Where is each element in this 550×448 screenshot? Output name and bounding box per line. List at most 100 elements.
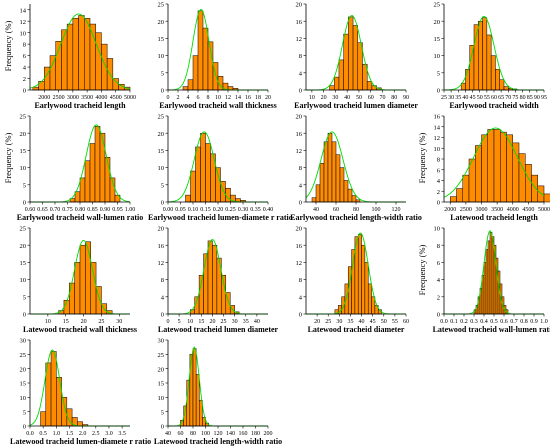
x-tick-label: 85 xyxy=(527,95,533,101)
y-tick-label: 0 xyxy=(299,312,302,319)
x-axis-title: Latewood tracheid length xyxy=(450,213,538,222)
x-tick-label: 60 xyxy=(368,95,374,101)
x-tick-label: 20 xyxy=(314,319,320,325)
x-tick-label: 30 xyxy=(448,95,454,101)
y-tick-label: 15 xyxy=(158,381,165,388)
x-tick-label: 90 xyxy=(534,95,540,101)
histogram-bar xyxy=(192,348,197,427)
y-tick-label: 15 xyxy=(20,148,27,155)
x-tick-label: 3500 xyxy=(81,95,93,101)
histogram-bar xyxy=(371,85,377,91)
y-tick-label: 10 xyxy=(20,30,27,37)
y-tick-label: 8 xyxy=(161,277,164,284)
y-tick-label: 0 xyxy=(23,200,26,207)
histogram-panel: 0 4 8 12 16 20 20 25 30 35 40 45 50 55 60 Latewood trac… xyxy=(276,224,412,336)
normal-fit-curve xyxy=(29,13,131,90)
y-tick-label: 5 xyxy=(161,182,164,189)
histogram-bar xyxy=(543,193,550,203)
x-tick-label: 65 xyxy=(498,95,504,101)
x-tick-label: 35 xyxy=(455,95,461,101)
histogram-bar xyxy=(503,86,509,91)
x-tick-label: 0.40 xyxy=(263,207,274,213)
histogram-svg: 0 5 10 15 20 25 10 15 20 25 30 xyxy=(20,226,130,325)
histogram-bar xyxy=(329,85,335,91)
y-tick-label: 4 xyxy=(299,70,303,77)
x-tick-label: 40 xyxy=(344,95,350,101)
x-tick-label: 4500 xyxy=(110,95,122,101)
x-tick-label: 60 xyxy=(178,431,184,437)
y-tick-label: 20 xyxy=(20,243,27,250)
x-tick-label: 3500 xyxy=(491,207,503,213)
histogram-svg: 0 4 8 12 16 20 10 20 30 40 50 60 70 80 90 xyxy=(296,2,410,101)
y-tick-label: 8 xyxy=(437,157,440,164)
x-tick-label: 2500 xyxy=(460,207,472,213)
histogram-svg: 0 2 4 6 8 10 0.0 0.1 0.2 0.3 0.4 0.5 0.6 0.7 0.8 0.9 1.0 xyxy=(434,226,548,325)
histogram-svg: 0 2 4 6 8 10 12 14 2000 2500 3000 3500 4000 4500 5000 xyxy=(20,4,136,101)
histogram-bar xyxy=(487,240,491,315)
x-axis-title: Latewood tracheid wall thickness xyxy=(23,325,137,334)
x-tick-label: 3.5 xyxy=(118,431,126,437)
histogram-bar xyxy=(331,141,337,203)
x-tick-label: 0.6 xyxy=(500,319,508,325)
y-tick-label: 10 xyxy=(434,146,441,153)
x-tick-label: 40 xyxy=(165,431,171,437)
x-tick-label: 2000 xyxy=(444,207,456,213)
histogram-bar xyxy=(343,180,349,203)
x-tick-label: 40 xyxy=(359,319,365,325)
x-tick-label: 0.05 xyxy=(175,207,186,213)
histogram-bar xyxy=(207,240,213,315)
y-tick-label: 20 xyxy=(158,366,165,373)
histogram-bar xyxy=(215,167,221,203)
x-tick-label: 3000 xyxy=(67,95,79,101)
y-tick-label: 15 xyxy=(434,36,441,43)
y-tick-label: 25 xyxy=(434,2,441,9)
histogram-svg: 0 4 8 12 16 20 40 60 80 100 120 xyxy=(296,114,406,213)
histogram-bar xyxy=(55,41,62,91)
y-tick-label: 10 xyxy=(20,395,27,402)
x-tick-label: 0.0 xyxy=(440,319,448,325)
x-tick-label: 160 xyxy=(239,431,248,437)
y-tick-label: 16 xyxy=(296,19,303,26)
x-tick-label: 50 xyxy=(381,319,387,325)
y-tick-label: 10 xyxy=(20,277,27,284)
y-tick-label: 0 xyxy=(23,424,26,431)
x-tick-label: 80 xyxy=(391,95,397,101)
x-tick-label: 0.85 xyxy=(87,207,98,213)
x-tick-label: 30 xyxy=(332,95,338,101)
histogram-panel: 0 2 4 6 8 10 0.0 0.1 0.2 0.3 0.4 0.5 0.6 0.7 0.8 0.9 1.0… xyxy=(414,224,550,336)
y-tick-label: 12 xyxy=(296,148,303,155)
x-tick-label: 10 xyxy=(45,319,51,325)
x-tick-label: 2.0 xyxy=(79,431,87,437)
x-tick-label: 45 xyxy=(370,319,376,325)
x-axis-title: Earlywood tracheid wall thickness xyxy=(159,101,277,110)
y-tick-label: 5 xyxy=(161,409,164,416)
histogram-panel: 0 2 4 6 8 10 12 14 16 2000 2500 3000 3500 4000 4500 500… xyxy=(414,112,550,224)
y-tick-label: 10 xyxy=(20,165,27,172)
histogram-panel: 0 5 10 15 20 25 25 30 35 40 45 50 55 60 65 70 75 80 85 90 95… xyxy=(414,0,550,112)
y-tick-label: 4 xyxy=(23,65,27,72)
x-tick-label: 1.00 xyxy=(125,207,136,213)
y-tick-label: 12 xyxy=(296,36,303,43)
x-tick-label: 120 xyxy=(392,207,401,213)
x-tick-label: 0.2 xyxy=(460,319,468,325)
normal-fit-curve xyxy=(443,127,545,198)
histogram-bar xyxy=(518,153,526,203)
x-tick-label: 4500 xyxy=(522,207,534,213)
x-tick-label: 100 xyxy=(372,207,381,213)
histogram-bar xyxy=(525,164,532,203)
x-tick-label: 80 xyxy=(353,207,359,213)
histogram-bar xyxy=(537,185,545,203)
y-tick-label: 0 xyxy=(161,312,164,319)
x-tick-label: 4000 xyxy=(507,207,519,213)
histogram-bar xyxy=(203,253,209,315)
x-tick-label: 60 xyxy=(491,95,497,101)
histogram-bar xyxy=(205,143,211,203)
x-tick-label: 0.20 xyxy=(213,207,224,213)
histogram-bar xyxy=(327,132,333,203)
histogram-bar xyxy=(77,421,83,427)
y-tick-label: 0 xyxy=(161,88,164,95)
x-tick-label: 100 xyxy=(201,431,210,437)
histogram-bar xyxy=(490,55,496,91)
